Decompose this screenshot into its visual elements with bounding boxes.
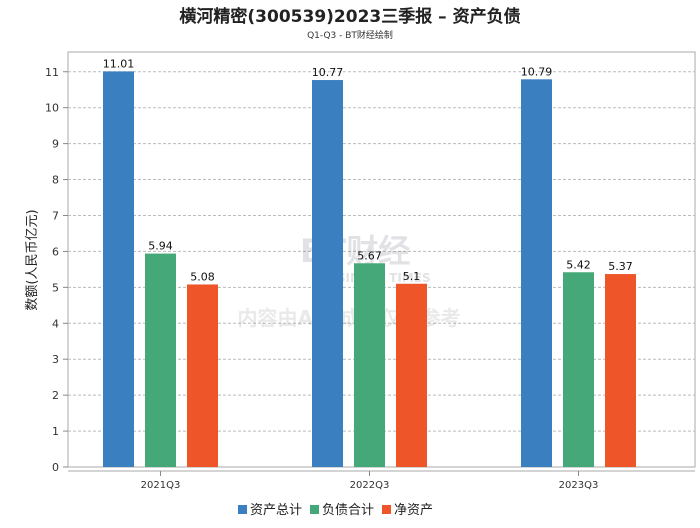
chart-title: 横河精密(300539)2023三季报 – 资产负债 [179,6,520,27]
bar-资产总计-2021Q3 [103,71,134,468]
y-tick-label: 7 [52,209,59,222]
data-label: 10.79 [521,65,553,78]
data-label: 5.1 [403,270,421,283]
legend-swatch [382,505,391,514]
y-tick-label: 1 [52,425,59,438]
data-label: 5.67 [357,249,382,262]
legend-item-label[interactable]: 净资产 [394,503,433,518]
x-tick-label: 2021Q3 [141,480,181,491]
bar-净资产-2023Q3 [605,274,636,467]
legend-item-label[interactable]: 资产总计 [250,503,302,518]
bar-负债合计-2022Q3 [354,263,385,467]
y-tick-label: 0 [52,461,59,474]
chart-subtitle: Q1-Q3 - BT财经绘制 [307,29,393,41]
watermark-notice: 内容由AI生成，仅供参考 [238,306,461,330]
y-tick-label: 4 [52,317,59,330]
x-tick-label: 2022Q3 [350,480,390,491]
bar-资产总计-2022Q3 [312,80,343,467]
y-tick-label: 6 [52,245,59,258]
bar-负债合计-2023Q3 [563,272,594,467]
data-label: 5.08 [190,270,215,283]
legend-swatch [310,505,319,514]
y-tick-label: 5 [52,281,59,294]
legend-swatch [238,505,247,514]
data-label: 5.94 [148,240,173,253]
data-label: 5.42 [566,258,591,271]
y-tick-label: 9 [52,138,59,151]
y-tick-label: 10 [45,102,59,115]
bar-净资产-2022Q3 [396,283,427,467]
x-tick-label: 2023Q3 [559,480,599,491]
data-label: 10.77 [312,66,344,79]
data-label: 5.37 [608,260,633,273]
bar-净资产-2021Q3 [187,284,218,467]
legend-item-label[interactable]: 负债合计 [322,503,374,518]
bar-负债合计-2021Q3 [145,253,176,467]
y-tick-label: 8 [52,174,59,187]
y-tick-label: 3 [52,353,59,366]
y-axis-label: 数额(人民币亿元) [25,209,40,310]
bar-资产总计-2023Q3 [521,79,552,467]
y-tick-label: 11 [45,66,59,79]
y-tick-label: 2 [52,389,59,402]
data-label: 11.01 [103,57,135,70]
